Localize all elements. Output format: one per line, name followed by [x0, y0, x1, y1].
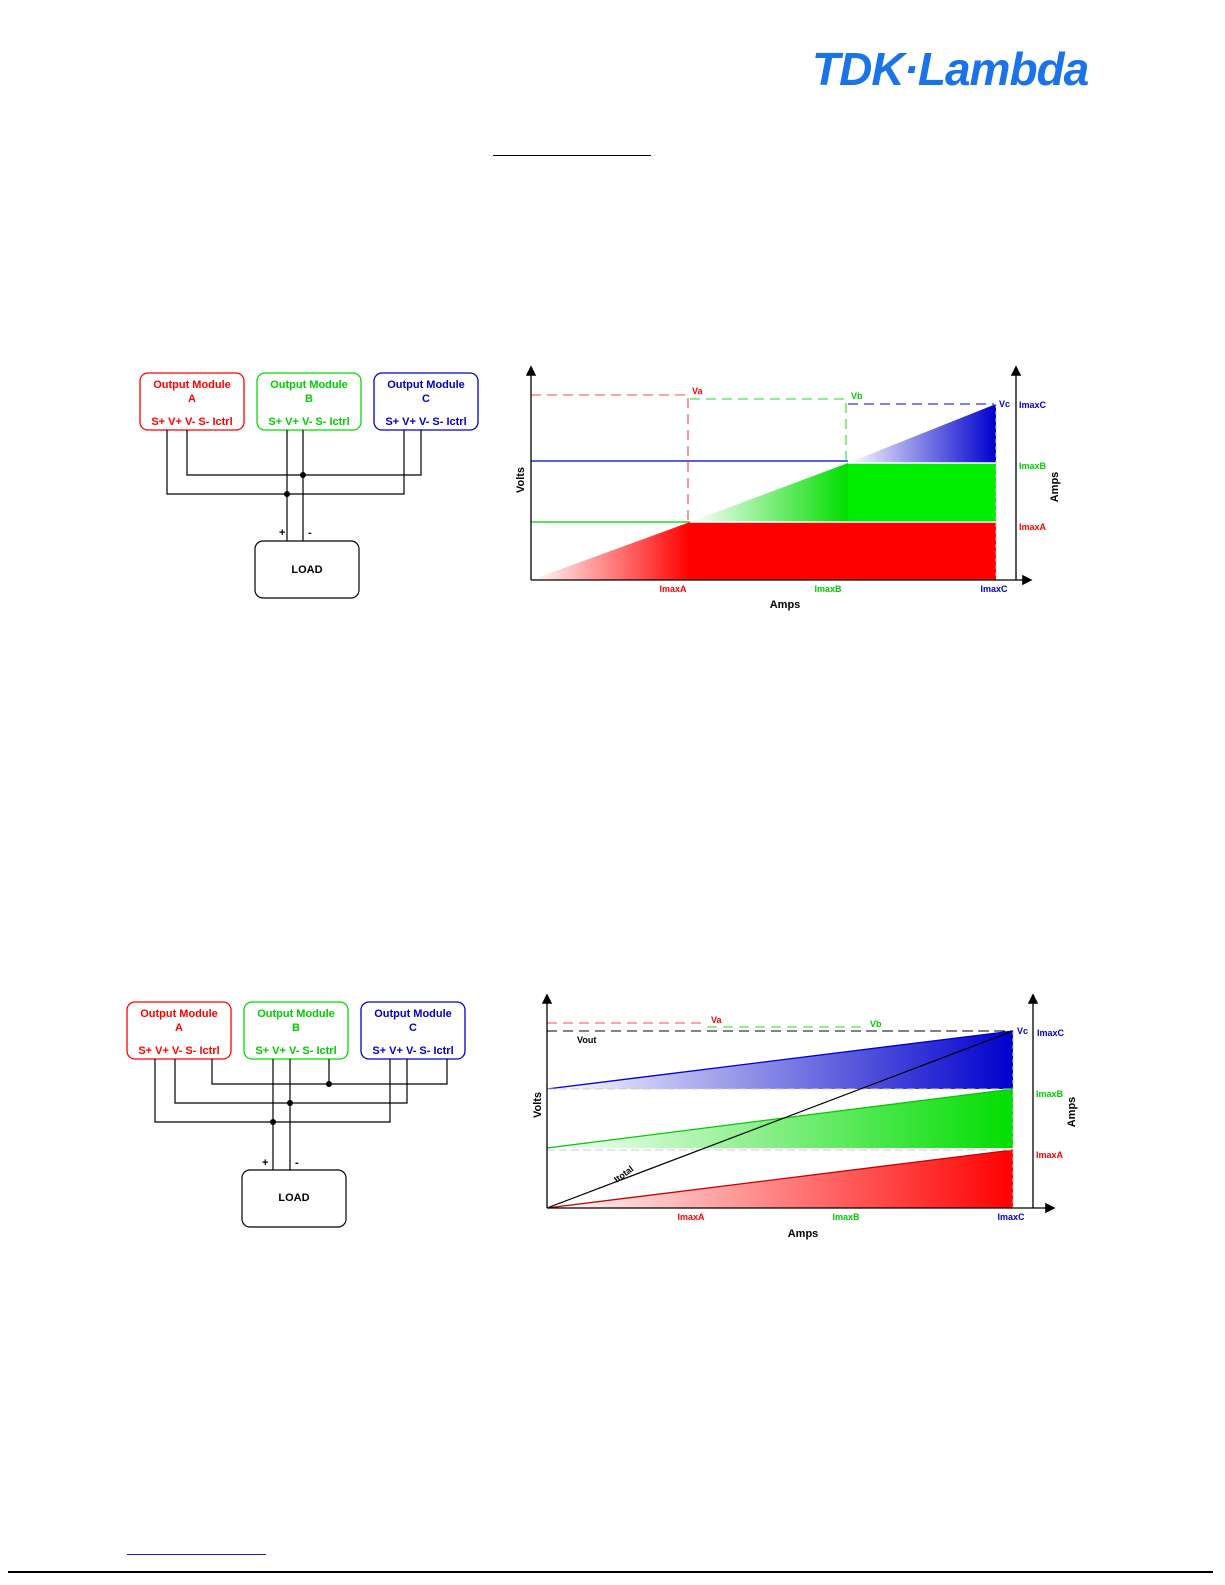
module-a-title: Output Module	[140, 1008, 218, 1020]
right-label-imaxc: ImaxC	[1019, 400, 1047, 410]
x-tick-imaxa: ImaxA	[677, 1212, 705, 1222]
load-label: LOAD	[278, 1192, 309, 1204]
graph-2: Va Vb Vc Vout Itotal ImaxC ImaxB ImaxA I…	[532, 993, 1078, 1240]
module-b-letter: B	[292, 1022, 300, 1034]
wiring-diagram-1: Output Module A S+ V+ V- S- Ictrl Output…	[139, 372, 479, 599]
junction-dot	[287, 1100, 293, 1106]
va-dashed	[531, 394, 689, 520]
b-slope-line	[546, 1088, 1014, 1149]
module-b-pins: S+ V+ V- S- Ictrl	[255, 1045, 336, 1057]
minus-sign: -	[308, 527, 312, 539]
module-a-pins: S+ V+ V- S- Ictrl	[138, 1045, 219, 1057]
module-b-letter: B	[305, 393, 313, 405]
vb-dashed	[690, 398, 847, 462]
va-label: Va	[692, 386, 704, 396]
c-slope-line	[546, 1030, 1014, 1090]
module-c-pins: S+ V+ V- S- Ictrl	[385, 416, 466, 428]
x-tick-imaxa: ImaxA	[659, 584, 687, 594]
x-tick-imaxb: ImaxB	[814, 584, 842, 594]
y-axis-title: Volts	[515, 467, 527, 493]
module-a-letter: A	[175, 1022, 183, 1034]
module-c-pins: S+ V+ V- S- Ictrl	[372, 1045, 453, 1057]
junction-dot	[270, 1119, 276, 1125]
vb-label: Vb	[851, 391, 863, 401]
region-b-flat	[848, 463, 996, 522]
module-b-title: Output Module	[257, 1008, 335, 1020]
region-a-flat	[690, 522, 996, 580]
a-slope-line	[546, 1149, 1014, 1209]
tdk-lambda-logo: TDK·Lambda	[812, 43, 1089, 95]
minus-sign: -	[295, 1157, 299, 1169]
junction-dot	[284, 491, 290, 497]
output-module-b: Output Module B S+ V+ V- S- Ictrl	[243, 1001, 349, 1060]
x-tick-imaxb: ImaxB	[832, 1212, 860, 1222]
y-axis-title: Volts	[532, 1092, 544, 1118]
y2-axis-title: Amps	[1066, 1097, 1078, 1128]
y2-axis-title: Amps	[1049, 472, 1061, 503]
load-box: LOAD	[254, 540, 360, 599]
wires-1	[166, 430, 422, 541]
plus-sign: +	[262, 1157, 268, 1169]
itotal-label: Itotal	[612, 1164, 635, 1185]
right-label-imaxb: ImaxB	[1036, 1089, 1064, 1099]
itotal-line	[546, 1030, 1014, 1209]
output-module-c: Output Module C S+ V+ V- S- Ictrl	[373, 372, 479, 431]
wires-2	[154, 1059, 448, 1170]
vc-label: Vc	[999, 399, 1010, 409]
load-box: LOAD	[241, 1169, 347, 1228]
output-module-a: Output Module A S+ V+ V- S- Ictrl	[139, 372, 245, 431]
module-b-pins: S+ V+ V- S- Ictrl	[268, 416, 349, 428]
junction-dot	[326, 1081, 332, 1087]
region-a-ramp	[531, 522, 690, 580]
junction-dot	[300, 472, 306, 478]
va-label: Va	[711, 1015, 723, 1025]
title-underline	[493, 155, 651, 156]
footer-link-underline[interactable]	[127, 1554, 266, 1555]
module-a-pins: S+ V+ V- S- Ictrl	[151, 416, 232, 428]
x-axis-title: Amps	[770, 599, 801, 611]
right-label-imaxa: ImaxA	[1019, 522, 1047, 532]
region-c-ramp	[848, 404, 996, 463]
output-module-a: Output Module A S+ V+ V- S- Ictrl	[126, 1001, 232, 1060]
footer-rule	[8, 1571, 1213, 1573]
x-tick-imaxc: ImaxC	[997, 1212, 1025, 1222]
x-axis-title: Amps	[788, 1228, 819, 1240]
module-a-letter: A	[188, 393, 196, 405]
output-module-c: Output Module C S+ V+ V- S- Ictrl	[360, 1001, 466, 1060]
plus-sign: +	[279, 527, 285, 539]
load-label: LOAD	[291, 564, 322, 576]
region-b-ramp	[690, 463, 848, 522]
graph-1: Va Vb Vc ImaxC ImaxB ImaxA ImaxA ImaxB I…	[515, 365, 1061, 611]
module-b-title: Output Module	[270, 379, 348, 391]
x-tick-imaxc: ImaxC	[980, 584, 1008, 594]
vc-label: Vc	[1017, 1026, 1028, 1036]
vout-label: Vout	[577, 1035, 596, 1045]
module-a-title: Output Module	[153, 379, 231, 391]
wiring-diagram-2: Output Module A S+ V+ V- S- Ictrl Output…	[126, 1001, 466, 1228]
right-label-imaxa: ImaxA	[1036, 1150, 1064, 1160]
right-label-imaxc: ImaxC	[1037, 1028, 1065, 1038]
output-module-b: Output Module B S+ V+ V- S- Ictrl	[256, 372, 362, 431]
module-c-letter: C	[422, 393, 430, 405]
right-label-imaxb: ImaxB	[1019, 461, 1047, 471]
vb-label: Vb	[870, 1019, 882, 1029]
module-c-title: Output Module	[387, 379, 465, 391]
module-c-letter: C	[409, 1022, 417, 1034]
module-c-title: Output Module	[374, 1008, 452, 1020]
